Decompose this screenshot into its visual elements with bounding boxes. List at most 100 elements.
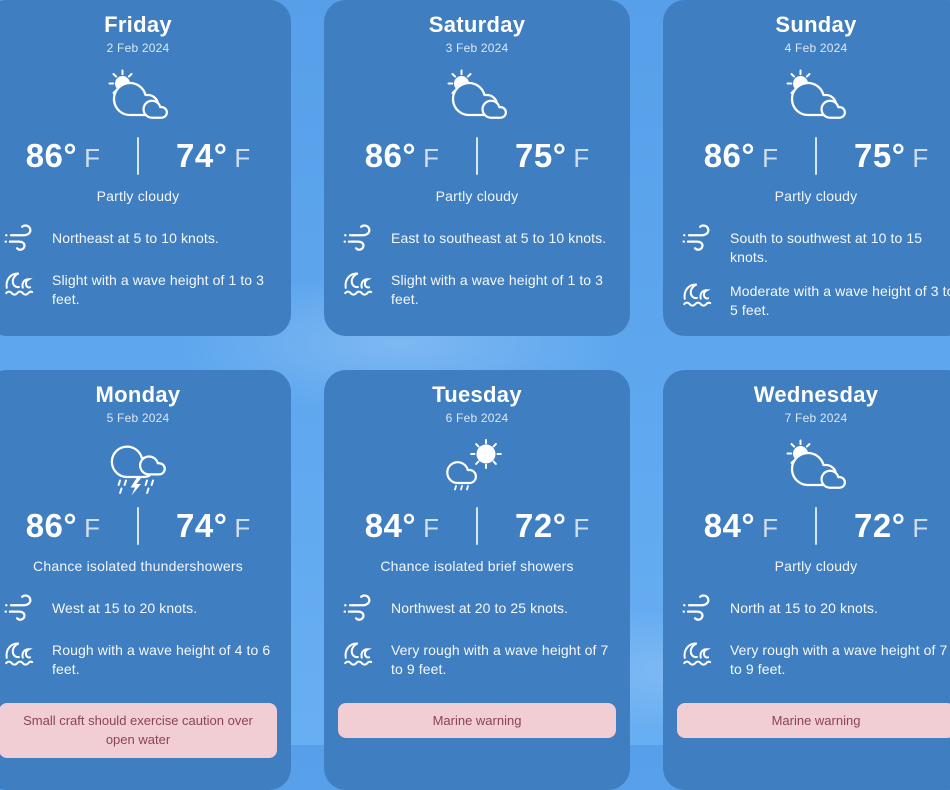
condition-text: Chance isolated brief showers <box>380 558 574 574</box>
marine-details: North at 15 to 20 knots. Very rough with… <box>663 593 950 680</box>
forecast-card-wednesday[interactable]: Wednesday 7 Feb 2024 84° F 72° F Partly … <box>663 370 950 790</box>
marine-details: South to southwest at 10 to 15 knots. Mo… <box>663 223 950 320</box>
condition-text: Partly cloudy <box>96 188 180 204</box>
high-temp: 86° F <box>704 137 778 175</box>
wind-text: West at 15 to 20 knots. <box>52 600 198 616</box>
sea-row: Very rough with a wave height of 7 to 9 … <box>340 635 620 680</box>
card-date: 7 Feb 2024 <box>784 411 848 425</box>
thundershowers-icon <box>0 434 291 500</box>
wind-text: South to southwest at 10 to 15 knots. <box>730 230 923 266</box>
wind-row: North at 15 to 20 knots. <box>679 593 950 627</box>
sea-text: Rough with a wave height of 4 to 6 feet. <box>52 642 271 678</box>
forecast-card-friday[interactable]: Friday 2 Feb 2024 86° F 74° F Partly clo… <box>0 0 291 336</box>
wind-text: Northeast at 5 to 10 knots. <box>52 230 219 246</box>
wind-row: Northwest at 20 to 25 knots. <box>340 593 620 627</box>
wind-row: East to southeast at 5 to 10 knots. <box>340 223 620 257</box>
temperature-row: 84° F 72° F <box>324 507 630 545</box>
temp-unit: F <box>84 143 100 173</box>
partly-cloudy-icon <box>324 64 630 130</box>
forecast-card-tuesday[interactable]: Tuesday 6 Feb 2024 84° F 72° F Chance is… <box>324 370 630 790</box>
wind-row: West at 15 to 20 knots. <box>1 593 281 627</box>
high-temp: 86° F <box>26 507 100 545</box>
low-temp: 72° F <box>854 507 928 545</box>
condition-text: Chance isolated thundershowers <box>33 558 243 574</box>
temp-unit: F <box>423 513 439 543</box>
sea-text: Very rough with a wave height of 7 to 9 … <box>391 642 609 678</box>
temp-divider <box>815 507 817 545</box>
temp-divider <box>476 137 478 175</box>
temp-unit: F <box>573 513 590 543</box>
sea-row: Slight with a wave height of 1 to 3 feet… <box>1 265 281 310</box>
low-temp: 75° F <box>515 137 589 175</box>
forecast-card-sunday[interactable]: Sunday 4 Feb 2024 86° F 75° F Partly clo… <box>663 0 950 336</box>
card-date: 3 Feb 2024 <box>445 41 509 55</box>
marine-details: Northeast at 5 to 10 knots. Slight with … <box>0 223 291 310</box>
temp-divider <box>815 137 817 175</box>
warning-banner[interactable]: Small craft should exercise caution over… <box>0 702 277 758</box>
wind-text: North at 15 to 20 knots. <box>730 600 878 616</box>
temp-unit: F <box>912 143 929 173</box>
wave-icon <box>1 635 39 669</box>
high-temp: 86° F <box>365 137 439 175</box>
sun-showers-icon <box>324 434 630 500</box>
high-temp-value: 84° <box>703 507 756 544</box>
wave-icon <box>1 265 39 299</box>
card-date: 4 Feb 2024 <box>784 41 848 55</box>
sea-row: Slight with a wave height of 1 to 3 feet… <box>340 265 620 310</box>
low-temp-value: 72° <box>515 507 567 544</box>
forecast-card-monday[interactable]: Monday 5 Feb 2024 86° F 74° F Chance iso… <box>0 370 291 790</box>
sea-text: Slight with a wave height of 1 to 3 feet… <box>391 272 604 308</box>
low-temp-value: 75° <box>515 137 567 174</box>
wind-text: Northwest at 20 to 25 knots. <box>391 600 569 616</box>
warning-banner[interactable]: Marine warning <box>677 702 950 739</box>
low-temp-value: 74° <box>176 507 228 544</box>
low-temp: 74° F <box>176 507 250 545</box>
condition-text: Partly cloudy <box>774 558 858 574</box>
low-temp-value: 74° <box>176 137 228 174</box>
temp-unit: F <box>234 513 251 543</box>
sea-text: Moderate with a wave height of 3 to 5 fe… <box>730 282 950 318</box>
high-temp-value: 86° <box>25 507 78 544</box>
wave-icon <box>679 276 717 310</box>
temp-divider <box>137 507 139 545</box>
partly-cloudy-icon <box>663 64 950 130</box>
temp-unit: F <box>84 513 100 543</box>
day-title: Monday <box>95 382 181 407</box>
high-temp-value: 84° <box>364 507 417 544</box>
temp-unit: F <box>423 143 439 173</box>
wind-row: South to southwest at 10 to 15 knots. <box>679 223 950 268</box>
wind-icon <box>1 223 39 257</box>
warning-banner[interactable]: Marine warning <box>338 702 616 739</box>
high-temp: 84° F <box>365 507 439 545</box>
low-temp: 72° F <box>515 507 589 545</box>
temperature-row: 86° F 75° F <box>324 137 630 175</box>
low-temp: 75° F <box>854 137 928 175</box>
low-temp-value: 75° <box>854 137 906 174</box>
wave-icon <box>340 265 378 299</box>
forecast-card-saturday[interactable]: Saturday 3 Feb 2024 86° F 75° F Partly c… <box>324 0 630 336</box>
sea-text: Slight with a wave height of 1 to 3 feet… <box>52 272 265 308</box>
wave-icon <box>340 635 378 669</box>
temperature-row: 86° F 74° F <box>0 137 291 175</box>
wind-icon <box>1 593 39 627</box>
day-title: Tuesday <box>432 382 522 407</box>
temp-unit: F <box>912 513 929 543</box>
high-temp: 86° F <box>26 137 100 175</box>
card-date: 5 Feb 2024 <box>106 411 170 425</box>
temp-divider <box>476 507 478 545</box>
temp-divider <box>137 137 139 175</box>
high-temp-value: 86° <box>703 137 756 174</box>
partly-cloudy-icon <box>663 434 950 500</box>
card-date: 6 Feb 2024 <box>445 411 509 425</box>
temperature-row: 84° F 72° F <box>663 507 950 545</box>
day-title: Friday <box>104 12 172 37</box>
low-temp: 74° F <box>176 137 250 175</box>
temperature-row: 86° F 75° F <box>663 137 950 175</box>
wind-icon <box>340 593 378 627</box>
condition-text: Partly cloudy <box>774 188 858 204</box>
low-temp-value: 72° <box>854 507 906 544</box>
card-date: 2 Feb 2024 <box>106 41 170 55</box>
day-title: Sunday <box>775 12 857 37</box>
